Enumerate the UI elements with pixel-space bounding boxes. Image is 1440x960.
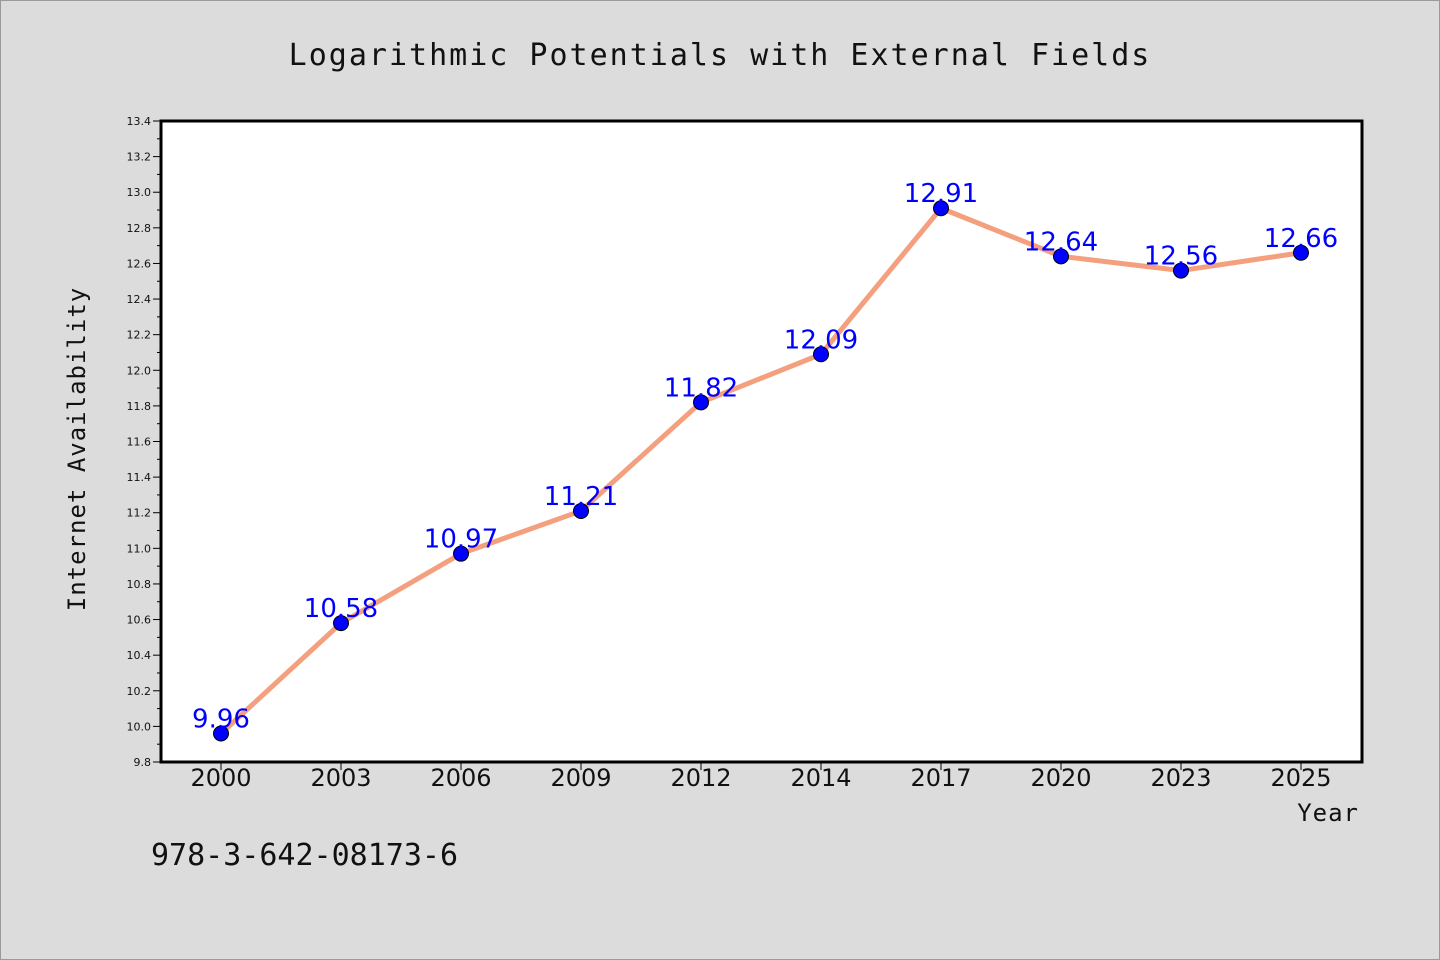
data-label: 12.64 — [1024, 227, 1098, 257]
y-tick-label: 11.4 — [127, 471, 152, 484]
data-point — [1053, 248, 1069, 265]
x-tick-label: 2020 — [1030, 764, 1091, 792]
y-tick-label: 12.8 — [127, 222, 152, 235]
data-label: 10.58 — [304, 594, 378, 624]
x-tick-label: 2003 — [310, 764, 371, 792]
x-tick-label: 2006 — [430, 764, 491, 792]
data-label: 12.56 — [1144, 242, 1218, 272]
y-tick-label: 11.8 — [127, 400, 152, 413]
plot-border — [159, 119, 1364, 764]
data-label: 11.82 — [664, 373, 738, 403]
data-label: 12.09 — [784, 325, 858, 355]
x-tick-label: 2009 — [550, 764, 611, 792]
chart-title: Logarithmic Potentials with External Fie… — [289, 38, 1152, 73]
y-axis-ticks: 9.8 10.0 10.2 10.4 10.6 10.8 11.0 11.2 11.4 11.6 1… — [127, 115, 161, 769]
data-point — [213, 725, 229, 742]
plot-area — [161, 121, 1362, 762]
data-point — [333, 615, 349, 632]
isbn-text: 978-3-642-08173-6 — [151, 838, 458, 873]
data-label: 9.96 — [192, 705, 250, 735]
data-label: 10.97 — [424, 525, 498, 555]
y-tick-label: 13.2 — [127, 151, 152, 164]
y-tick-label: 13.0 — [127, 186, 152, 199]
x-tick-label: 2012 — [670, 764, 731, 792]
data-point — [573, 502, 589, 519]
y-tick-label: 11.6 — [127, 436, 152, 449]
y-tick-label: 9.8 — [134, 756, 152, 769]
series-layer: 9.96 10.58 10.97 11.21 11.82 12.09 12.91 12.64 1… — [192, 179, 1338, 742]
y-tick-label: 12.4 — [127, 293, 152, 306]
y-tick-label: 10.6 — [127, 614, 152, 627]
data-label: 11.21 — [544, 482, 618, 512]
data-point — [693, 394, 709, 411]
x-tick-label: 2000 — [190, 764, 251, 792]
y-tick-label: 12.0 — [127, 364, 152, 377]
x-tick-label: 2017 — [910, 764, 971, 792]
y-tick-label: 10.4 — [127, 649, 152, 662]
series-line — [218, 205, 1304, 737]
y-tick-label: 11.0 — [127, 542, 152, 555]
y-tick-label: 10.8 — [127, 578, 152, 591]
data-point — [453, 545, 469, 562]
y-axis-label: Internet Availability — [63, 287, 91, 611]
x-tick-label: 2023 — [1150, 764, 1211, 792]
data-point — [1173, 262, 1189, 279]
y-tick-label: 10.2 — [127, 685, 152, 698]
y-tick-label: 12.6 — [127, 257, 152, 270]
data-label: 12.91 — [904, 179, 978, 209]
x-axis-label: Year — [1297, 799, 1359, 827]
y-tick-label: 12.2 — [127, 329, 152, 342]
data-point — [1293, 244, 1309, 261]
x-tick-label: 2014 — [790, 764, 851, 792]
x-tick-label: 2025 — [1270, 764, 1331, 792]
data-point — [933, 200, 949, 217]
y-tick-label: 11.2 — [127, 507, 152, 520]
data-point — [813, 346, 829, 363]
x-axis-ticks: 2000 2003 2006 2009 2012 2014 2017 2020 2023 2025 — [190, 762, 1332, 792]
y-tick-label: 13.4 — [127, 115, 152, 128]
y-tick-label: 10.0 — [127, 720, 152, 733]
data-label: 12.66 — [1264, 224, 1338, 254]
